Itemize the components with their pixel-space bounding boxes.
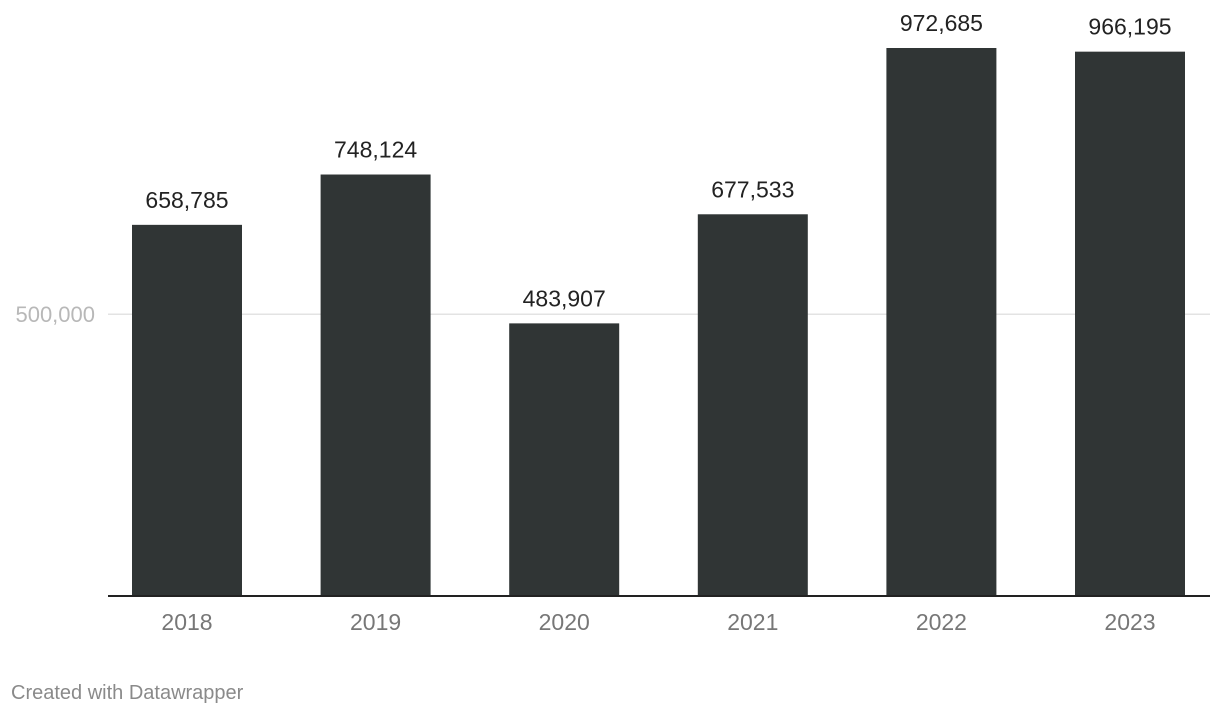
value-label: 677,533: [711, 176, 794, 202]
gridlines: 500,000: [15, 302, 1210, 327]
x-axis: 2018 2019 2020 2021 2022 2023: [108, 595, 1210, 635]
x-tick-label: 2022: [916, 609, 967, 635]
x-tick-label: 2021: [727, 609, 778, 635]
bar-2022: [886, 48, 997, 596]
value-label: 972,685: [900, 10, 983, 36]
bar-2021: [697, 214, 808, 596]
x-tick-label: 2023: [1104, 609, 1155, 635]
y-tick-label: 500,000: [15, 302, 95, 327]
value-label: 748,124: [334, 137, 417, 163]
value-label: 483,907: [523, 285, 606, 311]
credit-text: Created with Datawrapper: [11, 682, 244, 704]
value-labels: 658,785 748,124 483,907 677,533 972,685 966,1…: [145, 10, 1171, 311]
bar-2018: [132, 224, 242, 597]
bar-2023: [1075, 51, 1185, 597]
value-label: 966,195: [1088, 14, 1171, 40]
x-tick-label: 2019: [350, 609, 401, 635]
x-tick-label: 2018: [161, 609, 212, 635]
value-label: 658,785: [145, 187, 228, 213]
bar-2020: [509, 323, 620, 596]
x-tick-label: 2020: [539, 609, 590, 635]
bar-2019: [320, 174, 431, 596]
bars: [132, 48, 1185, 597]
